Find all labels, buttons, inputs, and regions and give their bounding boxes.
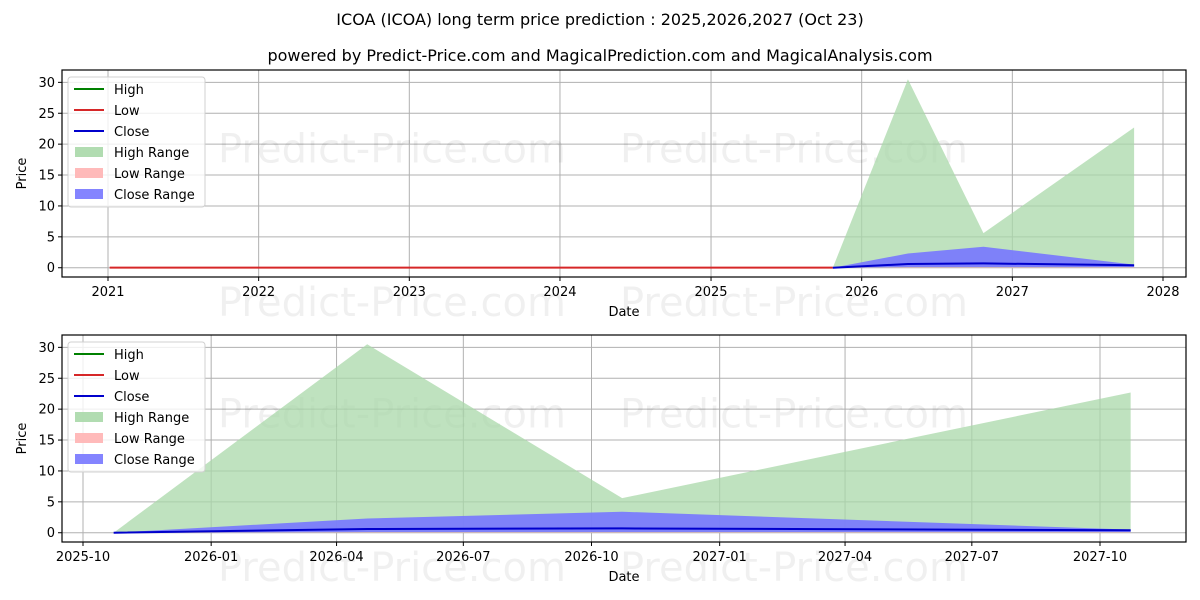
y-tick-label: 30: [38, 341, 55, 356]
x-tick-label: 2022: [242, 285, 275, 300]
y-tick-label: 25: [38, 107, 55, 122]
close-line: [113, 527, 1131, 534]
chart-subtitle: powered by Predict-Price.com and Magical…: [267, 46, 933, 65]
watermark-text: Predict-Price.com: [620, 545, 968, 591]
x-tick-label: 2023: [393, 285, 426, 300]
high-range-area: [113, 344, 1131, 533]
x-tick-label: 2027: [996, 285, 1029, 300]
x-axis-label: Date: [608, 305, 639, 320]
chart-title: ICOA (ICOA) long term price prediction :…: [336, 10, 864, 29]
y-tick-label: 0: [47, 526, 55, 541]
high-range-area: [832, 79, 1135, 268]
legend-label: Low: [114, 104, 140, 119]
watermark-text: Predict-Price.com: [218, 545, 566, 591]
x-tick-label: 2024: [543, 285, 576, 300]
x-tick-label: 2025-10: [56, 550, 110, 565]
close-range-area: [832, 246, 1135, 268]
legend-swatch-patch: [75, 433, 103, 443]
legend-swatch-patch: [75, 147, 103, 157]
legend-swatch-patch: [75, 189, 103, 199]
legend-label: Close: [114, 390, 149, 405]
x-tick-label: 2026-04: [309, 550, 363, 565]
x-axis-label: Date: [608, 570, 639, 585]
axes-frame: [61, 69, 1187, 278]
y-axis-label: Price: [15, 158, 30, 190]
watermark-text: Predict-Price.com: [218, 280, 566, 326]
x-tick-label: 2026: [845, 285, 878, 300]
x-tick-label: 2026-01: [184, 550, 238, 565]
y-tick-label: 15: [38, 169, 55, 184]
x-tick-label: 2025: [694, 285, 727, 300]
watermark-text: Predict-Price.com: [620, 280, 968, 326]
legend-swatch-patch: [75, 412, 103, 422]
y-tick-label: 0: [47, 261, 55, 276]
y-tick-label: 15: [38, 434, 55, 449]
legend-label: High Range: [114, 411, 189, 426]
x-tick-label: 2027-01: [693, 550, 747, 565]
legend-label: High: [114, 348, 144, 363]
legend-label: High: [114, 83, 144, 98]
x-tick-label: 2026-07: [436, 550, 490, 565]
legend: High Low Close High Range Low Range Close Ran…: [67, 76, 206, 208]
watermark-text: Predict-Price.com: [620, 392, 968, 438]
x-tick-label: 2027-10: [1073, 550, 1127, 565]
y-tick-label: 5: [47, 495, 55, 510]
legend-label: High Range: [114, 146, 189, 161]
legend-label: Low Range: [114, 432, 185, 447]
legend-label: Low Range: [114, 167, 185, 182]
y-tick-label: 10: [38, 199, 55, 214]
bottom-chart: Predict-Price.com Predict-Price.com Predic…: [15, 334, 1187, 591]
legend-swatch-patch: [75, 168, 103, 178]
y-tick-label: 10: [38, 464, 55, 479]
y-tick-label: 30: [38, 76, 55, 91]
y-tick-label: 5: [47, 230, 55, 245]
legend-label: Low: [114, 369, 140, 384]
low-range-area: [113, 532, 1131, 533]
x-tick-label: 2021: [91, 285, 124, 300]
close-range-area: [113, 511, 1131, 533]
x-tick-label: 2027-07: [945, 550, 999, 565]
y-axis-label: Price: [15, 423, 30, 455]
y-tick-label: 20: [38, 138, 55, 153]
close-line: [832, 262, 1135, 269]
legend-swatch-patch: [75, 454, 103, 464]
low-range-area: [832, 267, 1135, 268]
legend: High Low Close High Range Low Range Close Ran…: [67, 341, 206, 473]
y-tick-label: 25: [38, 372, 55, 387]
x-tick-label: 2026-10: [564, 550, 618, 565]
y-tick-label: 20: [38, 403, 55, 418]
top-chart: Predict-Price.com Predict-Price.com Predic…: [15, 69, 1187, 326]
legend-label: Close Range: [114, 453, 195, 468]
watermark-text: Predict-Price.com: [218, 127, 566, 173]
axes-frame: [61, 334, 1187, 543]
x-tick-label: 2027-04: [818, 550, 872, 565]
x-tick-label: 2028: [1146, 285, 1179, 300]
legend-label: Close Range: [114, 188, 195, 203]
legend-label: Close: [114, 125, 149, 140]
